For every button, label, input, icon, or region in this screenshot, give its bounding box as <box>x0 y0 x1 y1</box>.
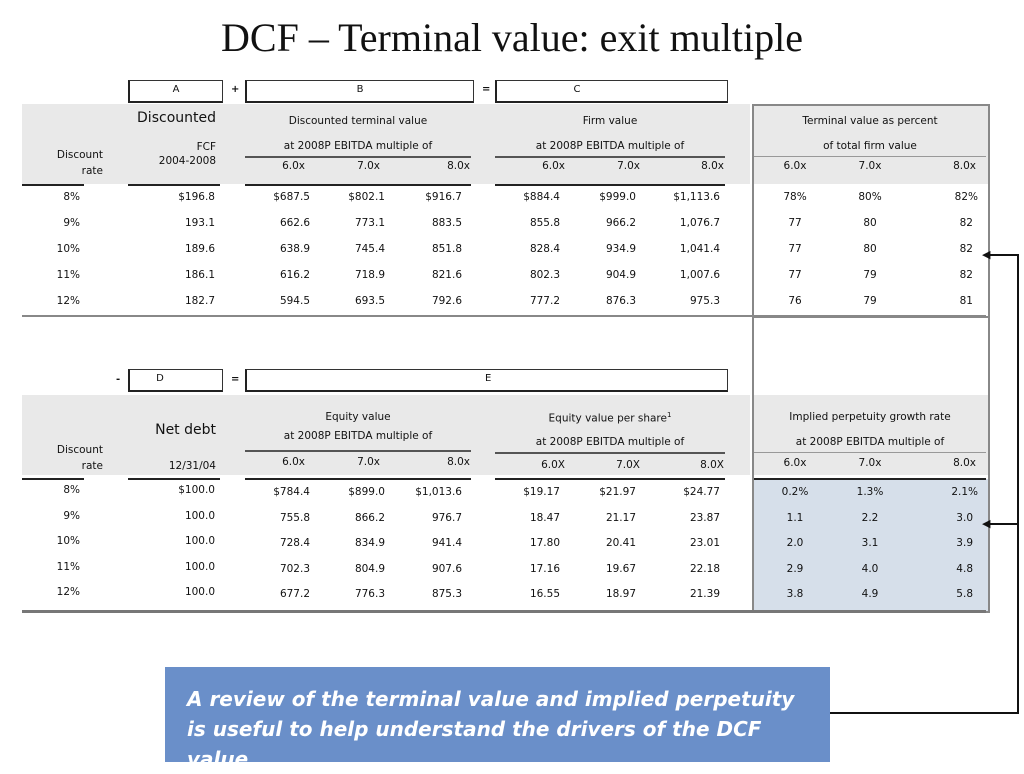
label-box-c: C <box>495 80 728 103</box>
header-background <box>22 104 750 184</box>
label-box-a: A <box>128 80 223 103</box>
equals-operator: = <box>231 374 240 385</box>
equals-operator: = <box>482 84 491 95</box>
growth-frame <box>752 395 990 479</box>
callout-box: A review of the terminal value and impli… <box>165 667 830 771</box>
pct-frame <box>752 104 990 318</box>
header-background-pct <box>752 104 988 184</box>
arrow-left-icon: ◀ <box>982 517 991 530</box>
page-title: DCF – Terminal value: exit multiple <box>221 15 803 60</box>
label-box-e: E <box>245 369 728 392</box>
header-background <box>22 395 750 475</box>
label-box-b: B <box>245 80 474 103</box>
label-box-d: D <box>128 369 223 392</box>
plus-operator: + <box>231 84 240 95</box>
header-background-growth <box>752 395 988 475</box>
arrow-left-icon: ◀ <box>982 248 991 261</box>
growth-highlight <box>752 479 990 613</box>
pct-frame-gap <box>752 315 990 395</box>
minus-operator: - <box>116 374 121 385</box>
eps-header: Equity value per share1 <box>548 411 672 425</box>
